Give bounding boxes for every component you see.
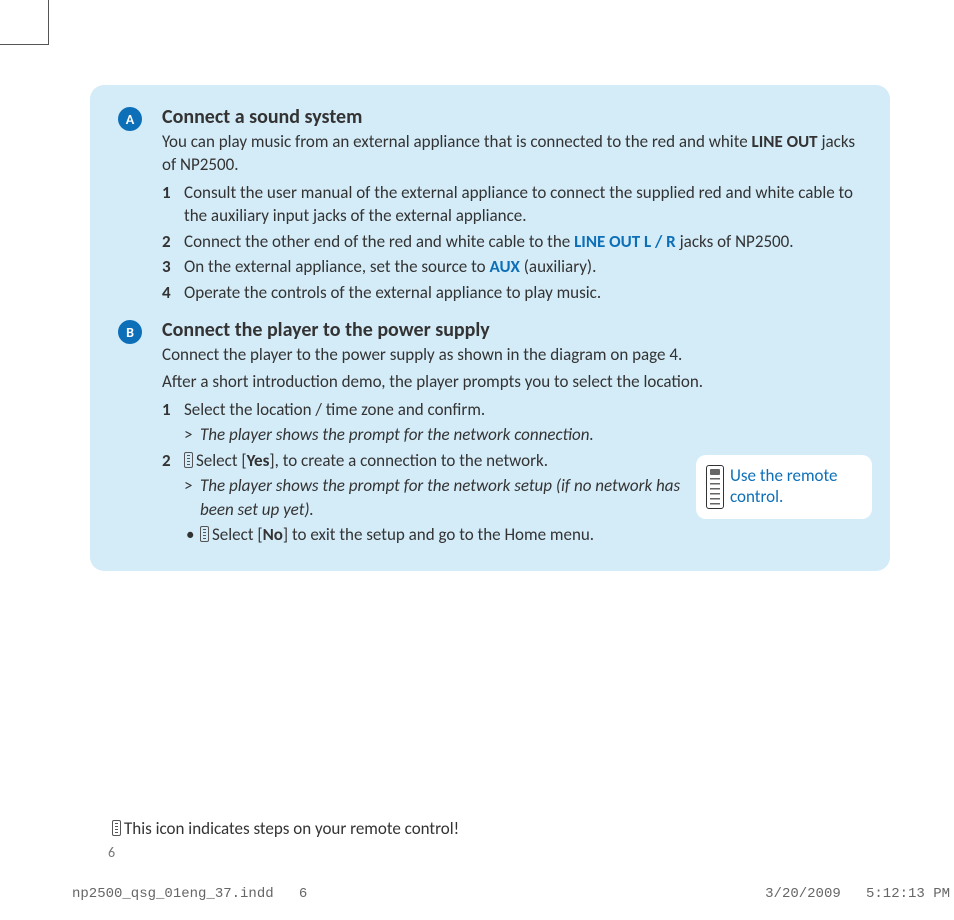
- footer-file: np2500_qsg_01eng_37.indd: [72, 886, 274, 902]
- highlight-aux: AUX: [489, 256, 519, 277]
- footnote-text: This icon indicates steps on your remote…: [124, 818, 459, 839]
- step-text-post: jacks of NP2500.: [676, 231, 794, 252]
- step-a3: 3 On the external appliance, set the sou…: [162, 255, 864, 278]
- step-text: Consult the user manual of the external …: [184, 182, 853, 226]
- step-number: 2: [162, 449, 171, 472]
- step-b1: 1 Select the location / time zone and co…: [162, 398, 864, 447]
- step-a1: 1 Consult the user manual of the externa…: [162, 181, 864, 228]
- bullet-pre: Select [: [212, 524, 263, 545]
- step-number: 2: [162, 230, 171, 253]
- section-badge-b: B: [118, 320, 142, 344]
- footer-time: 5:12:13 PM: [866, 886, 950, 902]
- footer-page: 6: [299, 886, 307, 902]
- step-number: 3: [162, 255, 171, 278]
- step-text: Operate the controls of the external app…: [184, 282, 601, 303]
- step-text-pre: Connect the other end of the red and whi…: [184, 231, 574, 252]
- remote-icon: [112, 820, 121, 836]
- step-number: 1: [162, 181, 171, 204]
- section-badge-a: A: [118, 107, 142, 131]
- page-number: 6: [108, 844, 115, 861]
- instruction-panel: A Connect a sound system You can play mu…: [90, 85, 890, 571]
- section-a: A Connect a sound system You can play mu…: [116, 105, 864, 304]
- footer-timestamp: 3/20/2009 5:12:13 PM: [765, 886, 950, 902]
- remote-icon: [200, 526, 209, 542]
- footnote: This icon indicates steps on your remote…: [112, 818, 459, 839]
- step-a2: 2 Connect the other end of the red and w…: [162, 230, 864, 253]
- highlight-lineout: LINE OUT L / R: [574, 231, 676, 252]
- step-text-pre: On the external appliance, set the sourc…: [184, 256, 489, 277]
- section-a-steps: 1 Consult the user manual of the externa…: [162, 181, 864, 304]
- crop-mark-vertical: [48, 0, 49, 45]
- step-a4: 4 Operate the controls of the external a…: [162, 281, 864, 304]
- remote-illustration-icon: [706, 465, 724, 509]
- step-text-post: (auxiliary).: [520, 256, 596, 277]
- footer-date: 3/20/2009: [765, 886, 841, 902]
- intro-text: You can play music from an external appl…: [162, 131, 752, 152]
- step-number: 4: [162, 281, 171, 304]
- step-b2-bullet: • Select [No] to exit the setup and go t…: [184, 523, 714, 546]
- section-b-intro2: After a short introduction demo, the pla…: [162, 371, 864, 394]
- step-b1-sub: > The player shows the prompt for the ne…: [184, 423, 864, 446]
- section-b-intro1: Connect the player to the power supply a…: [162, 344, 864, 367]
- intro-bold: LINE OUT: [752, 131, 818, 152]
- section-a-intro: You can play music from an external appl…: [162, 131, 864, 177]
- sub-text: The player shows the prompt for the netw…: [200, 424, 594, 445]
- callout-text: Use the remote control.: [730, 465, 862, 508]
- sub-text: The player shows the prompt for the netw…: [200, 475, 680, 519]
- step-text-post: ], to create a connection to the network…: [269, 450, 548, 471]
- section-a-title: Connect a sound system: [162, 105, 864, 129]
- remote-callout: Use the remote control.: [696, 455, 872, 519]
- crop-mark-horizontal: [0, 44, 49, 45]
- footer-filename: np2500_qsg_01eng_37.indd 6: [72, 886, 307, 902]
- bullet-post: ] to exit the setup and go to the Home m…: [283, 524, 594, 545]
- page-content: A Connect a sound system You can play mu…: [90, 85, 890, 571]
- remote-icon: [184, 452, 193, 468]
- step-text-pre: Select [: [196, 450, 247, 471]
- step-bold-yes: Yes: [247, 450, 270, 471]
- step-b2-sub: > The player shows the prompt for the ne…: [184, 474, 714, 521]
- section-b-title: Connect the player to the power supply: [162, 318, 864, 342]
- bullet-marker: •: [186, 523, 194, 546]
- sub-marker: >: [184, 474, 192, 497]
- bullet-bold-no: No: [263, 524, 283, 545]
- step-number: 1: [162, 398, 171, 421]
- step-text: Select the location / time zone and conf…: [184, 399, 485, 420]
- sub-marker: >: [184, 423, 192, 446]
